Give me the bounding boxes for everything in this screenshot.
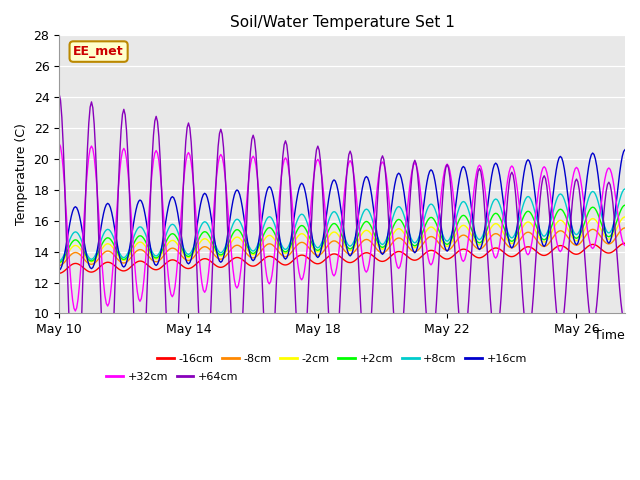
-16cm [515,250,522,256]
-8cm [396,235,404,241]
+32cm [509,165,517,170]
Line: -2cm: -2cm [59,217,625,263]
-16cm [480,253,488,259]
-2cm [515,233,522,239]
-2cm [396,226,404,232]
+32cm [516,208,524,214]
Line: -16cm: -16cm [59,243,625,273]
+2cm [396,217,404,223]
Line: +2cm: +2cm [59,205,625,263]
+64cm [478,178,486,183]
-2cm [55,260,63,266]
-2cm [480,239,488,245]
+8cm [480,231,488,237]
+16cm [232,189,239,194]
+2cm [480,236,488,241]
Y-axis label: Temperature (C): Temperature (C) [15,123,28,225]
+16cm [515,213,522,218]
-8cm [55,263,63,268]
Title: Soil/Water Temperature Set 1: Soil/Water Temperature Set 1 [230,15,454,30]
+32cm [72,308,79,314]
+8cm [232,217,239,223]
+64cm [621,320,629,325]
+16cm [480,234,488,240]
+8cm [621,186,629,192]
+8cm [508,235,516,241]
Line: +64cm: +64cm [59,94,625,430]
Line: +16cm: +16cm [59,150,625,270]
-2cm [621,214,629,220]
+2cm [55,260,63,265]
+16cm [477,245,484,251]
+64cm [72,427,79,432]
Legend: +32cm, +64cm: +32cm, +64cm [102,368,243,386]
+16cm [508,245,516,251]
+2cm [515,228,522,233]
-16cm [508,254,516,260]
+32cm [621,242,629,248]
-8cm [515,239,522,245]
Line: +8cm: +8cm [59,189,625,261]
-16cm [396,249,404,254]
-8cm [480,244,488,250]
-16cm [232,255,239,261]
+64cm [516,252,524,258]
+32cm [55,141,63,146]
+2cm [508,239,516,244]
+64cm [55,91,63,97]
+16cm [396,171,404,177]
Text: Time: Time [595,329,625,342]
+8cm [396,204,404,210]
+2cm [621,202,629,208]
Text: EE_met: EE_met [74,45,124,58]
+64cm [397,340,405,346]
+32cm [233,285,241,291]
-2cm [508,240,516,246]
-2cm [477,241,484,247]
-16cm [55,270,63,276]
-16cm [621,240,629,246]
+8cm [477,236,484,242]
-2cm [232,235,239,240]
+16cm [621,147,629,153]
+2cm [232,227,239,233]
+64cm [481,210,489,216]
-8cm [232,243,239,249]
-8cm [477,246,484,252]
-8cm [508,245,516,251]
-8cm [621,225,629,231]
+2cm [477,240,484,245]
+8cm [515,220,522,226]
+8cm [55,258,63,264]
+32cm [478,168,486,174]
+16cm [55,267,63,273]
+32cm [397,258,405,264]
Line: +32cm: +32cm [59,144,625,311]
+32cm [481,186,489,192]
+64cm [509,172,517,178]
+64cm [233,386,241,392]
Line: -8cm: -8cm [59,228,625,265]
-16cm [477,255,484,261]
